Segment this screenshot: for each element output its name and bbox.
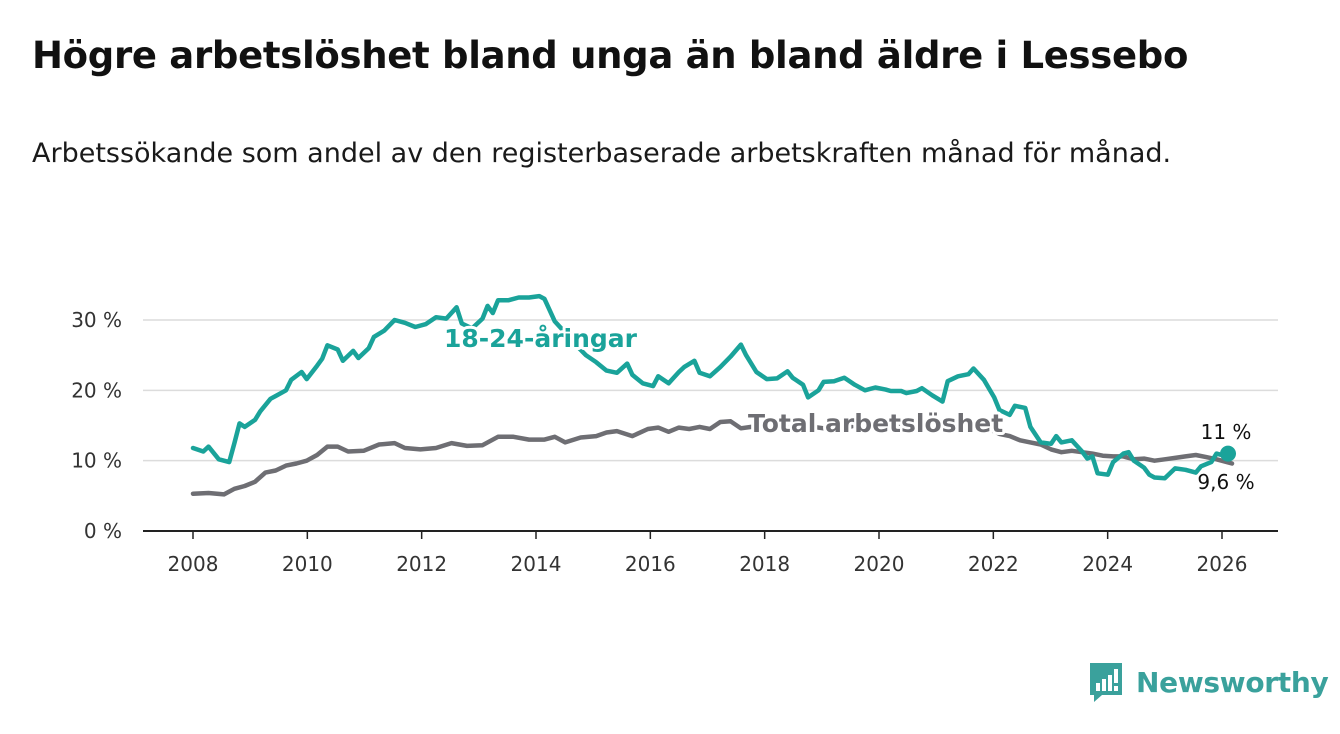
series-labels: 18-24-åringar Total arbetslöshet 11 % 9,6 % bbox=[441, 321, 1255, 494]
brand-name: Newsworthy bbox=[1136, 665, 1329, 699]
x-tick-label: 2024 bbox=[1082, 552, 1133, 576]
y-tick-label: 30 % bbox=[71, 308, 122, 332]
y-tick-label: 10 % bbox=[71, 449, 122, 473]
y-tick-label: 0 % bbox=[84, 519, 122, 543]
series-line-total bbox=[190, 419, 1235, 497]
series-lines bbox=[190, 293, 1236, 497]
y-axis: 0 % 10 % 20 % 30 % bbox=[71, 308, 122, 543]
x-axis: 2008 2010 2012 2014 2016 2018 2020 2022 2024 2026 bbox=[168, 531, 1248, 576]
y-tick-label: 20 % bbox=[71, 378, 122, 402]
series-end-dot bbox=[1220, 445, 1236, 462]
end-label-total: 9,6 % bbox=[1197, 470, 1254, 494]
chart-title: Högre arbetslöshet bland unga än bland ä… bbox=[32, 34, 1189, 77]
x-tick-label: 2012 bbox=[396, 552, 447, 576]
x-tick-label: 2018 bbox=[739, 552, 790, 576]
x-tick-label: 2008 bbox=[168, 552, 219, 576]
x-tick-label: 2014 bbox=[511, 552, 562, 576]
x-tick-label: 2026 bbox=[1197, 552, 1248, 576]
end-label-18-24: 11 % bbox=[1201, 420, 1252, 444]
series-label-total: Total arbetslöshet bbox=[748, 409, 1003, 438]
series-line-18-24 bbox=[190, 293, 1235, 481]
x-tick-label: 2016 bbox=[625, 552, 676, 576]
gridlines bbox=[143, 319, 1278, 532]
x-tick-label: 2010 bbox=[282, 552, 333, 576]
series-label-18-24: 18-24-åringar bbox=[444, 324, 638, 353]
brand-logo: Newsworthy bbox=[1088, 660, 1329, 704]
x-tick-label: 2020 bbox=[854, 552, 905, 576]
x-tick-label: 2022 bbox=[968, 552, 1019, 576]
chart-subtitle: Arbetssökande som andel av den registerb… bbox=[32, 138, 1172, 169]
newsworthy-logo-icon bbox=[1090, 663, 1122, 702]
